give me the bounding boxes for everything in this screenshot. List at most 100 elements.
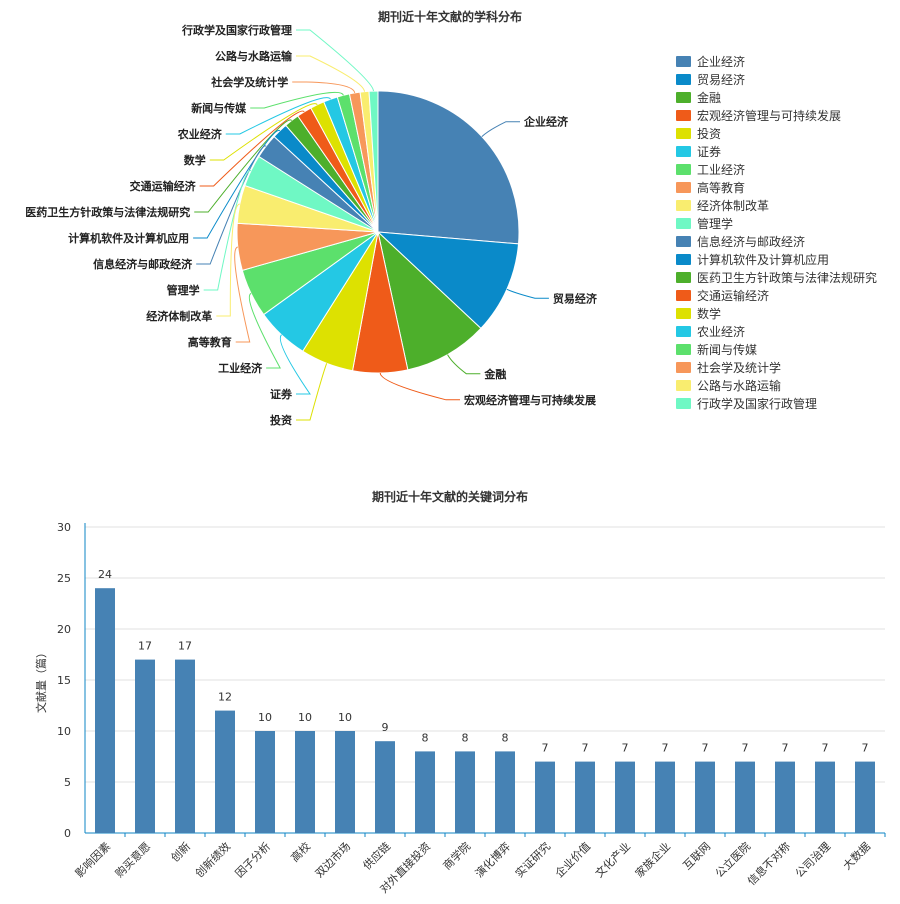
bar-value-label: 7 [822,742,829,755]
legend-label: 新闻与传媒 [697,342,758,357]
bar-value-label: 12 [218,691,232,704]
bar[interactable] [295,731,315,833]
x-tick-label: 高校 [288,839,313,864]
pie-label: 信息经济与邮政经济 [93,257,193,271]
bar[interactable] [735,761,755,833]
bar[interactable] [615,761,635,833]
legend-swatch [676,127,691,139]
pie-label: 证券 [270,387,293,401]
pie-slice[interactable] [377,230,482,371]
bar[interactable] [855,761,875,833]
pie-label-line [296,29,375,92]
bar[interactable] [695,761,715,833]
bar[interactable] [455,751,475,833]
bar[interactable] [175,659,195,833]
pie-label-line [506,288,549,299]
pie-label: 交通运输经济 [130,179,197,193]
legend-swatch [676,55,691,67]
legend-item[interactable]: 新闻与传媒 [676,340,877,358]
bar[interactable] [255,731,275,833]
pie-label: 新闻与传媒 [191,101,247,115]
legend-item[interactable]: 企业经济 [676,52,877,70]
legend-item[interactable]: 宏观经济管理与可持续发展 [676,106,877,124]
bar[interactable] [375,741,395,833]
x-tick-label: 信息不对称 [744,839,793,888]
x-tick-label: 企业价值 [552,839,593,880]
x-tick-label: 互联网 [681,840,714,873]
bar-value-label: 7 [782,742,789,755]
x-tick-label: 影响因素 [73,840,113,880]
x-tick-label: 购买意愿 [112,839,153,880]
bar-value-label: 24 [98,568,112,581]
legend-item[interactable]: 社会学及统计学 [676,358,877,376]
legend-label: 数学 [697,306,722,321]
bar[interactable] [335,731,355,833]
bar-value-label: 8 [462,731,469,744]
y-tick-label: 30 [57,521,71,534]
legend-item[interactable]: 证券 [676,142,877,160]
legend-item[interactable]: 经济体制改革 [676,196,877,214]
bar[interactable] [655,761,675,833]
pie-label-line [379,372,460,401]
bar-value-label: 9 [382,721,389,734]
legend-item[interactable]: 管理学 [676,214,877,232]
pie-label-line [296,55,366,92]
legend-swatch [676,199,691,211]
legend-item[interactable]: 信息经济与邮政经济 [676,232,877,250]
bar[interactable] [495,751,515,833]
x-tick-label: 因子分析 [232,839,273,880]
pie-label-line [292,81,356,94]
pie-label: 工业经济 [218,361,263,375]
bar[interactable] [535,761,555,833]
legend-item[interactable]: 贸易经济 [676,70,877,88]
pie-label-line [248,292,281,369]
legend-item[interactable]: 行政学及国家行政管理 [676,394,877,412]
legend-item[interactable]: 数学 [676,304,877,322]
bar-value-label: 10 [338,711,352,724]
bar-value-label: 10 [298,711,312,724]
bar[interactable] [575,761,595,833]
legend-swatch [676,325,691,337]
legend-item[interactable]: 投资 [676,124,877,142]
pie-label: 宏观经济管理与可持续发展 [464,393,597,407]
legend-swatch [676,289,691,301]
legend-item[interactable]: 工业经济 [676,160,877,178]
bar-value-label: 7 [622,742,629,755]
legend-label: 交通运输经济 [697,288,770,303]
bar-value-label: 10 [258,711,272,724]
legend-swatch [676,217,691,229]
bar[interactable] [815,761,835,833]
legend-label: 农业经济 [697,324,746,339]
legend-item[interactable]: 金融 [676,88,877,106]
bar-value-label: 7 [862,742,869,755]
y-tick-label: 5 [64,776,71,789]
legend-swatch [676,235,691,247]
legend-item[interactable]: 计算机软件及计算机应用 [676,250,877,268]
legend-item[interactable]: 农业经济 [676,322,877,340]
x-tick-label: 供应链 [360,839,393,872]
x-tick-label: 创新绩效 [192,839,233,880]
legend-item[interactable]: 交通运输经济 [676,286,877,304]
y-tick-label: 0 [64,827,71,840]
pie-label: 企业经济 [523,115,569,129]
bar-value-label: 17 [138,640,152,653]
bar[interactable] [775,761,795,833]
legend-item[interactable]: 医药卫生方针政策与法律法规研究 [676,268,877,286]
bar[interactable] [415,751,435,833]
legend-label: 信息经济与邮政经济 [697,234,806,249]
legend-swatch [676,379,691,391]
pie-label: 行政学及国家行政管理 [181,23,292,37]
legend-swatch [676,181,691,193]
legend-item[interactable]: 高等教育 [676,178,877,196]
bar[interactable] [215,710,235,833]
bar[interactable] [135,659,155,833]
pie-label: 医药卫生方针政策与法律法规研究 [25,205,190,219]
bar-value-label: 17 [178,640,192,653]
legend-label: 贸易经济 [697,72,746,87]
pie-label-line [225,97,331,135]
pie-slice[interactable] [377,90,520,245]
bar[interactable] [95,588,115,833]
pie-label: 高等教育 [188,335,232,349]
legend-label: 高等教育 [697,180,746,195]
legend-item[interactable]: 公路与水路运输 [676,376,877,394]
